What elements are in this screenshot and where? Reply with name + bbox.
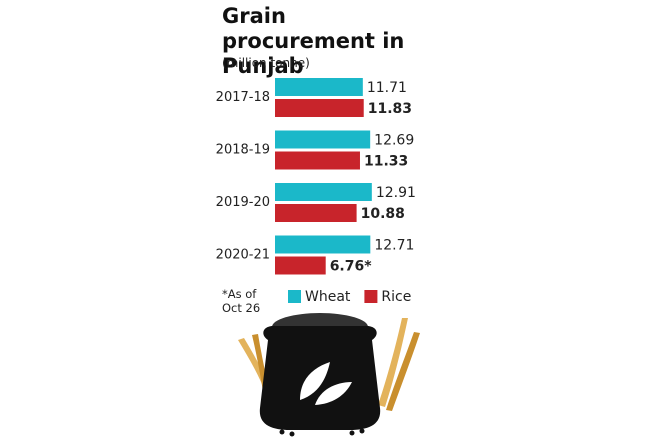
value-label: 6.76*	[330, 259, 373, 275]
bar	[275, 235, 371, 254]
bar	[275, 130, 371, 149]
rice-stalk	[378, 318, 408, 407]
bag-emblem	[300, 362, 330, 400]
value-label: 10.88	[361, 206, 405, 222]
category-label: 2020-21	[216, 248, 270, 263]
legend-swatch	[288, 290, 301, 303]
legend-swatch	[364, 290, 378, 303]
grain	[279, 429, 285, 435]
bar	[275, 256, 326, 275]
value-label: 12.69	[374, 133, 414, 149]
grain	[359, 428, 365, 434]
rice-stalk	[386, 332, 420, 411]
chart-subtitle: (million tonne)	[222, 56, 310, 70]
category-label: 2018-19	[216, 143, 270, 158]
category-label: 2019-20	[216, 195, 270, 210]
value-label: 11.71	[367, 80, 407, 96]
category-label: 2017-18	[216, 90, 270, 105]
value-label: 12.91	[376, 185, 416, 201]
bar	[275, 99, 364, 117]
value-label: 11.33	[364, 154, 408, 170]
value-label: 12.71	[374, 238, 414, 254]
value-label: 11.83	[368, 101, 412, 117]
grain	[289, 431, 295, 437]
footnote: *As of Oct 26	[222, 287, 261, 315]
legend-label: Wheat	[305, 289, 351, 305]
grain	[349, 430, 355, 436]
bag-emblem	[315, 382, 352, 405]
bar	[275, 204, 357, 222]
bar	[275, 151, 360, 170]
chart-title: Grain procurement in Punjab	[222, 4, 405, 78]
legend-label: Rice	[381, 289, 411, 305]
grain-bag-illustration	[238, 313, 420, 437]
bar	[275, 183, 372, 201]
bar	[275, 78, 363, 96]
